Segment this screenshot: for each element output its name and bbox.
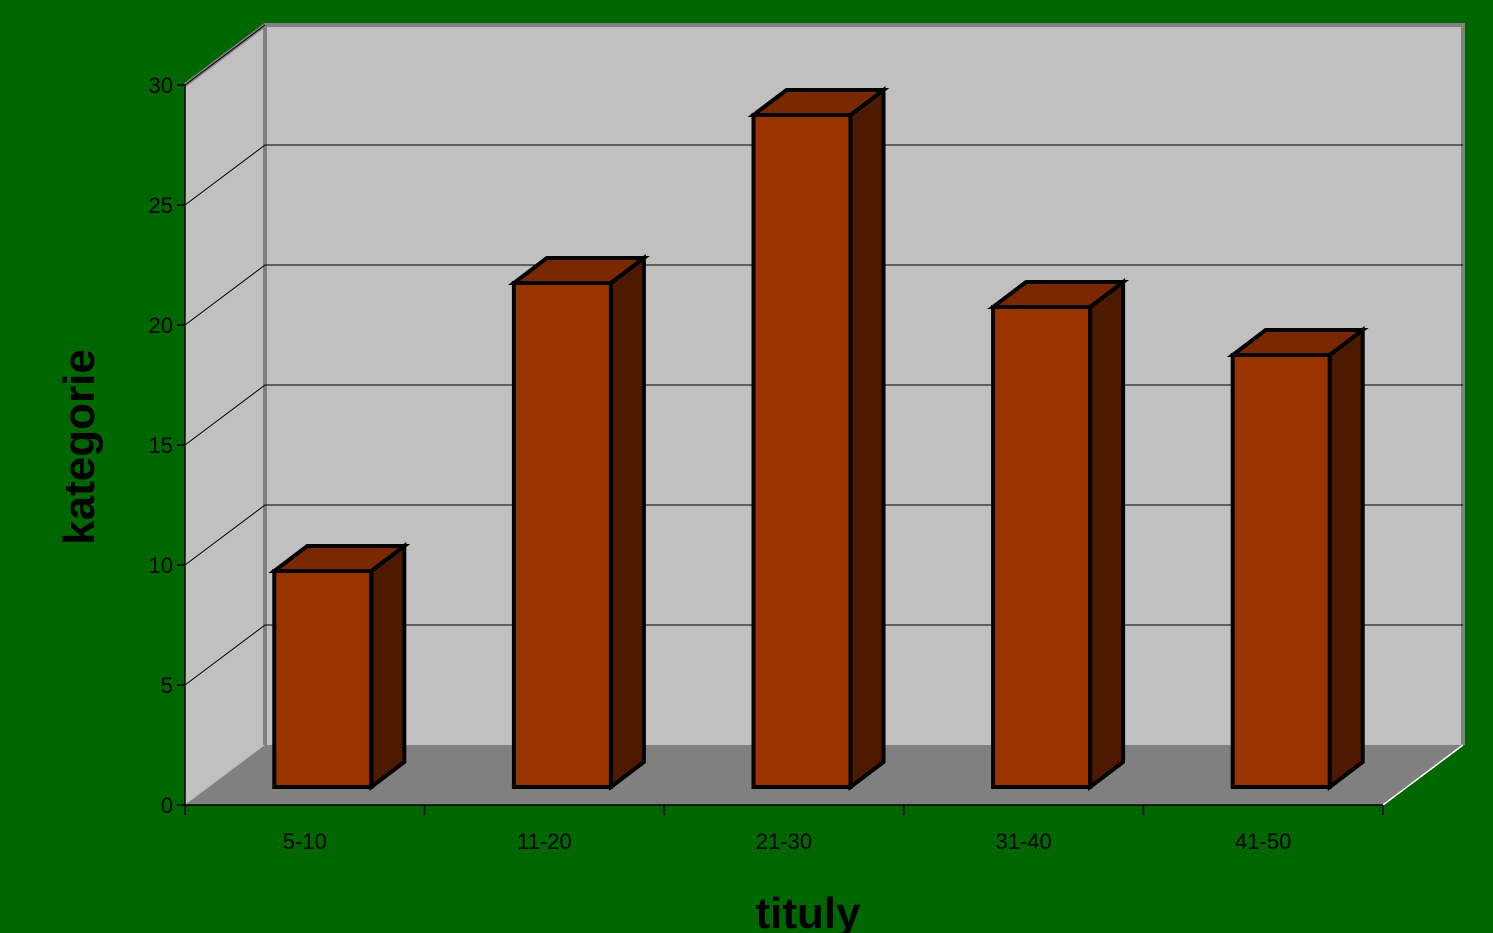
y-tick-label: 20 xyxy=(149,313,173,338)
x-axis-title: tituly xyxy=(755,889,861,933)
y-axis-title: kategorie xyxy=(55,349,104,545)
y-tick-label: 10 xyxy=(149,553,173,578)
bars xyxy=(268,85,1369,792)
y-tick-label: 0 xyxy=(161,793,173,818)
bar-front xyxy=(991,305,1093,789)
gridline-side xyxy=(184,384,266,446)
y-tick-label: 15 xyxy=(149,433,173,458)
y-tick-label: 30 xyxy=(149,73,173,98)
gridline-side xyxy=(184,504,266,566)
gridline-side xyxy=(184,144,266,206)
bar-41-50 xyxy=(1226,325,1369,792)
gridline-side xyxy=(184,24,266,86)
x-tick-labels: 5-10 11-20 21-30 31-40 41-50 xyxy=(283,829,1292,854)
bar-side xyxy=(1088,277,1126,792)
bar-21-30 xyxy=(747,85,890,792)
x-tick-label: 31-40 xyxy=(995,829,1051,854)
axes xyxy=(177,84,1384,815)
y-tick-label: 5 xyxy=(161,673,173,698)
x-tick-label: 41-50 xyxy=(1235,829,1291,854)
bar-side xyxy=(848,85,886,792)
y-tick-labels: 0 5 10 15 20 25 30 xyxy=(149,73,173,818)
y-tick-label: 25 xyxy=(149,193,173,218)
bar-front xyxy=(1230,353,1332,789)
bar-side xyxy=(1327,325,1365,792)
bar-front xyxy=(272,569,374,789)
gridline-side xyxy=(184,624,266,686)
x-tick-label: 11-20 xyxy=(517,829,572,854)
bar-front xyxy=(511,281,613,789)
bar-front xyxy=(751,113,853,789)
bar-31-40 xyxy=(987,277,1130,792)
bar-side xyxy=(608,253,646,792)
bar-5-10 xyxy=(268,541,411,792)
gridline-side xyxy=(184,264,266,326)
bar-side xyxy=(369,541,407,792)
x-tick-label: 5-10 xyxy=(283,829,327,854)
floor-right-edge xyxy=(1382,744,1464,806)
x-tick-label: 21-30 xyxy=(756,829,812,854)
bar-11-20 xyxy=(507,253,650,792)
